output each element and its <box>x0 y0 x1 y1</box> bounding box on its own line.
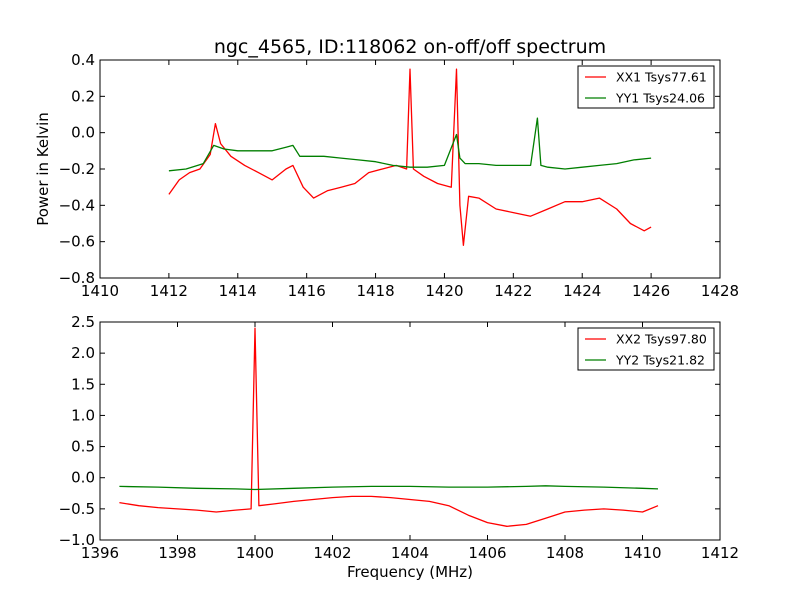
chart-panel-2: 1396 1398 1400 1402 1404 1406 1408 1410 1412 −1.0… <box>59 313 740 562</box>
x-tick-label: 1410 <box>623 544 661 562</box>
x-tick-label: 1426 <box>632 282 670 300</box>
legend-box <box>577 327 715 371</box>
legend-label: YY2 Tsys21.82 <box>615 353 705 368</box>
legend-label: XX1 Tsys77.61 <box>616 70 707 85</box>
x-tick-label: 1404 <box>391 544 429 562</box>
x-tick-label: 1396 <box>81 544 119 562</box>
x-axis-label: Frequency (MHz) <box>347 563 473 581</box>
x-tick-label: 1406 <box>468 544 506 562</box>
x-tick-label: 1412 <box>701 544 739 562</box>
chart-panel-1: 1410 1412 1414 1416 1418 1420 1422 1424 1426 1428… <box>59 51 740 300</box>
series-line-2-1 <box>119 327 659 527</box>
series-line-1-1 <box>168 68 652 246</box>
x-tick-label: 1400 <box>236 544 274 562</box>
x-tick-label: 1414 <box>219 282 257 300</box>
x-tick-label: 1418 <box>356 282 394 300</box>
y-tick-label: 1.5 <box>71 375 95 393</box>
y-axis-label: Power in Kelvin <box>34 112 52 226</box>
y-tick-label: 2.0 <box>71 344 95 362</box>
y-tick-label: 0.4 <box>71 51 95 69</box>
series-line-2-2 <box>119 485 659 491</box>
y-tick-label: 0.5 <box>71 438 95 456</box>
x-tick-label: 1424 <box>563 282 601 300</box>
legend-label: XX2 Tsys97.80 <box>616 332 707 347</box>
y-tick-label: −0.8 <box>59 269 95 287</box>
x-tick-label: 1410 <box>81 282 119 300</box>
legend-box <box>577 65 715 109</box>
x-tick-label: 1412 <box>150 282 188 300</box>
y-tick-label: 2.5 <box>71 313 95 331</box>
legend-label: YY1 Tsys24.06 <box>615 91 705 106</box>
x-tick-label: 1402 <box>313 544 351 562</box>
y-tick-label: 0.2 <box>71 87 95 105</box>
y-tick-label: −0.4 <box>59 196 95 214</box>
y-tick-label: 0.0 <box>71 124 95 142</box>
y-tick-label: −0.6 <box>59 233 95 251</box>
x-tick-label: 1408 <box>546 544 584 562</box>
y-tick-label: 1.0 <box>71 406 95 424</box>
legend-2: XX2 Tsys97.80 YY2 Tsys21.82 <box>577 327 715 371</box>
series-line-1-2 <box>168 117 652 172</box>
y-tick-label: −0.2 <box>59 160 95 178</box>
y-tick-label: 0.0 <box>71 469 95 487</box>
legend-1: XX1 Tsys77.61 YY1 Tsys24.06 <box>577 65 715 109</box>
x-tick-label: 1398 <box>158 544 196 562</box>
x-tick-label: 1422 <box>494 282 532 300</box>
y-tick-label: −0.5 <box>59 500 95 518</box>
x-tick-label: 1416 <box>288 282 326 300</box>
x-tick-label: 1428 <box>701 282 739 300</box>
y-tick-label: −1.0 <box>59 531 95 549</box>
x-tick-label: 1420 <box>425 282 463 300</box>
chart-title: ngc_4565, ID:118062 on-off/off spectrum <box>214 36 606 58</box>
